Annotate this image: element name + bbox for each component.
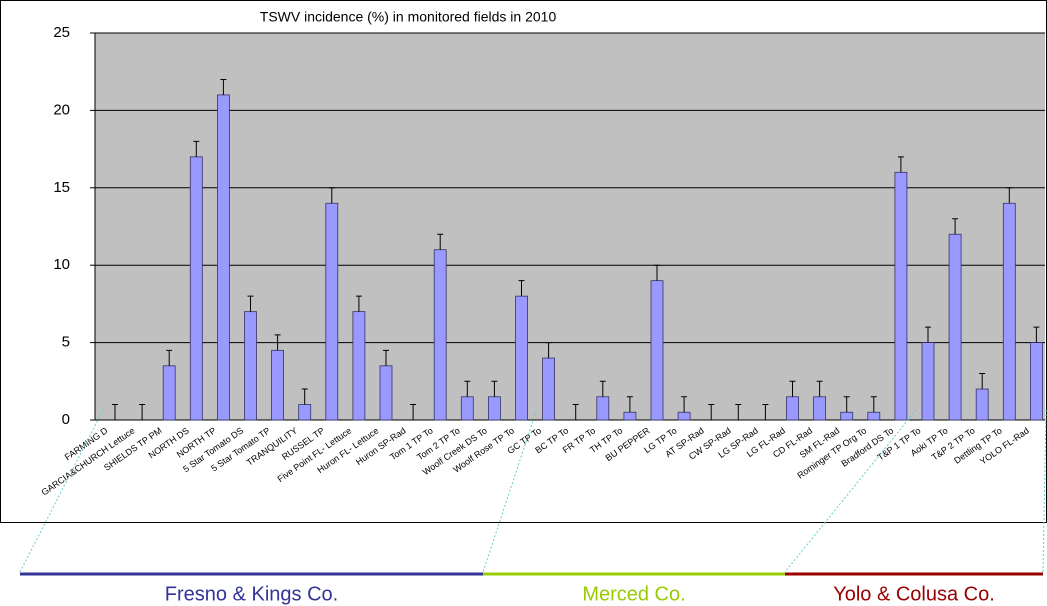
error-bar xyxy=(491,380,498,397)
bar xyxy=(244,311,257,421)
bar xyxy=(271,349,285,421)
error-bar xyxy=(925,326,931,343)
y-tick-label: 15 xyxy=(53,179,70,196)
error-bar xyxy=(166,349,173,366)
error-bar xyxy=(681,396,688,413)
error-bar xyxy=(518,280,525,297)
error-bar xyxy=(328,187,335,204)
error-bar xyxy=(952,218,959,235)
region-label: Yolo & Colusa Co. xyxy=(833,583,995,605)
bar xyxy=(1002,202,1016,421)
error-bar xyxy=(735,404,742,420)
error-bar xyxy=(220,78,227,95)
bar xyxy=(460,396,474,421)
error-bar xyxy=(1033,326,1040,343)
error-bar xyxy=(572,404,579,420)
bar xyxy=(189,156,203,421)
bar xyxy=(542,357,555,421)
region-label: Merced Co. xyxy=(582,583,685,605)
bar xyxy=(786,396,799,421)
error-bar xyxy=(626,396,633,413)
error-bar xyxy=(355,295,362,312)
bar xyxy=(515,295,528,421)
bar xyxy=(433,249,447,421)
bar xyxy=(298,404,312,421)
error-bar xyxy=(979,373,986,390)
error-bar xyxy=(708,404,715,420)
error-bar xyxy=(762,404,769,420)
bar xyxy=(894,171,908,421)
error-bar xyxy=(112,404,118,420)
region-pointer xyxy=(1042,409,1047,573)
error-bar xyxy=(545,342,552,359)
y-tick-label: 25 xyxy=(53,24,70,41)
error-bar xyxy=(301,388,308,405)
bar xyxy=(325,202,339,421)
region-pointer xyxy=(482,409,538,573)
y-tick-label: 10 xyxy=(53,256,70,273)
error-bar xyxy=(843,396,850,413)
y-tick-label: 5 xyxy=(62,334,70,351)
bar xyxy=(921,342,935,421)
y-tick-label: 0 xyxy=(62,411,70,428)
y-tick-label: 20 xyxy=(53,101,70,118)
bar xyxy=(677,411,691,421)
error-bar xyxy=(870,396,877,413)
bar xyxy=(840,411,854,421)
error-bar xyxy=(1006,187,1013,204)
region-label: Fresno & Kings Co. xyxy=(165,583,338,605)
bar xyxy=(813,396,826,421)
bar xyxy=(650,280,664,421)
bar xyxy=(596,396,610,421)
error-bar xyxy=(139,404,146,420)
error-bar xyxy=(816,380,823,397)
error-bar xyxy=(897,156,904,173)
error-bar xyxy=(654,264,660,281)
bar xyxy=(162,365,176,421)
error-bar xyxy=(247,295,254,312)
error-bar xyxy=(464,380,471,397)
error-bar xyxy=(410,404,417,420)
region-pointer xyxy=(784,409,917,573)
bar xyxy=(1030,342,1043,421)
bar xyxy=(216,94,230,421)
bar xyxy=(948,233,962,421)
error-bar xyxy=(274,334,281,351)
bar xyxy=(623,411,637,421)
bar xyxy=(975,388,989,421)
error-bar xyxy=(383,349,389,366)
bar xyxy=(867,411,881,421)
bar xyxy=(352,311,366,421)
error-bar xyxy=(599,380,606,397)
error-bar xyxy=(789,380,796,397)
error-bar xyxy=(437,233,444,250)
bar xyxy=(487,396,501,421)
chart-title: TSWV incidence (%) in monitored fields i… xyxy=(260,9,557,25)
bar xyxy=(379,365,393,421)
error-bar xyxy=(193,140,200,157)
